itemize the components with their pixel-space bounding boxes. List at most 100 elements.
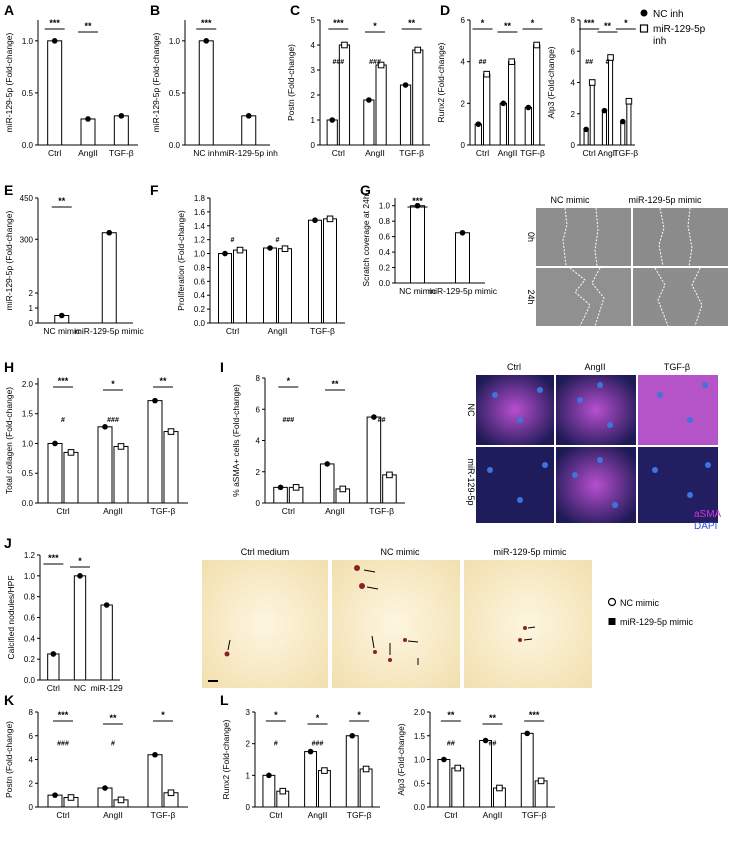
significance-label: ***: [529, 710, 540, 720]
bar: [80, 118, 96, 146]
significance-label: ##: [479, 59, 487, 66]
y-tick-label: 4: [571, 79, 576, 88]
data-point: [222, 250, 228, 257]
scratch-edge: [569, 267, 605, 327]
legend-mir-marker: [639, 24, 649, 33]
fluor-image: [476, 447, 554, 523]
x-tick-label: TGF-β: [520, 148, 545, 158]
y-tick-label: 1: [29, 304, 34, 313]
significance-label: ***: [58, 376, 69, 386]
y-tick-label: 2: [29, 289, 34, 298]
y-tick-label: 8: [571, 16, 576, 25]
chart-j: 0.0 0.2 0.4 0.6 0.8 1.0 1.2 Calcified nodules/H…: [6, 551, 123, 693]
chart-e: 0 1 2 300 450 miR-129-5p (Fold-change) NC mimi…: [4, 194, 144, 336]
x-tick-label: miR-129-5p mimic: [428, 286, 498, 296]
bar: [508, 61, 516, 146]
chart-b: 0.0 0.5 1.0 miR-129-5p (Fold-change) NC inh m…: [151, 18, 278, 158]
significance-label: ***: [201, 18, 212, 28]
x-tick-label: Ctrl: [48, 148, 61, 158]
data-point: [619, 118, 626, 125]
x-tick-label: Ctrl: [269, 810, 282, 820]
chart-a: 0.0 0.5 1.0 miR-129-5p (Fold-change) Ctrl Ang…: [4, 18, 138, 158]
significance-label: #: [606, 59, 610, 66]
x-tick-label: TGF-β: [151, 810, 176, 820]
significance-label: ##: [489, 740, 497, 747]
significance-label: #: [111, 740, 115, 747]
bar: [483, 73, 491, 146]
y-tick-label: 0.0: [22, 141, 34, 150]
data-point: [371, 414, 377, 420]
significance-label: ###: [369, 59, 381, 66]
x-tick-label: Ctrl: [332, 148, 345, 158]
x-tick-label: miR-129-5p mimic: [75, 326, 145, 336]
legend-j-mir-marker: [608, 618, 616, 625]
data-point: [245, 113, 252, 119]
x-tick-label: TGF-β: [369, 506, 394, 516]
significance-label: **: [447, 710, 455, 720]
x-tick-label: NC: [74, 683, 86, 693]
y-tick-label: 1.0: [169, 37, 181, 46]
panel-letter-a: A: [4, 2, 14, 18]
y-tick-label: 3: [246, 708, 251, 717]
data-point: [321, 767, 328, 774]
bar: [101, 232, 117, 324]
bar: [278, 248, 292, 324]
data-point: [524, 730, 531, 737]
bar: [147, 754, 163, 808]
y-tick-label: 6: [461, 16, 466, 25]
y-tick-label: 5: [311, 16, 316, 25]
significance-label: **: [109, 713, 117, 723]
y-axis-label: miR-129-5p (Fold-change): [151, 32, 161, 132]
significance-label: *: [481, 18, 485, 28]
data-point: [324, 461, 331, 467]
y-tick-label: 450: [20, 194, 34, 203]
bar: [241, 115, 257, 146]
y-tick-label: 6: [571, 47, 576, 56]
panel-letter-k: K: [4, 692, 14, 708]
nodule-arrows: [227, 569, 536, 665]
data-point: [414, 46, 422, 54]
significance-label: **: [58, 196, 66, 206]
significance-label: *: [624, 18, 628, 28]
y-tick-label: 0.0: [24, 676, 36, 685]
y-tick-label: 0.8: [379, 217, 391, 226]
data-point: [152, 397, 158, 404]
bar: [524, 107, 533, 146]
x-tick-label: Ctrl: [583, 148, 596, 158]
y-tick-label: 2.0: [414, 708, 426, 717]
legend-mir-label-2: inh: [653, 36, 666, 47]
y-axis-label: Proliferation (Fold-change): [176, 210, 186, 311]
significance-label: ###: [282, 417, 294, 424]
data-point: [152, 751, 158, 758]
data-point: [525, 104, 532, 111]
significance-label: ***: [412, 196, 423, 206]
significance-label: *: [161, 710, 165, 720]
data-point: [482, 737, 489, 744]
y-tick-label: 0: [571, 141, 576, 150]
fluor-row-mir: miR-129-5p: [466, 458, 476, 505]
y-axis-label: Total collagen (Fold-change): [4, 387, 14, 494]
scratch-edge: [654, 267, 703, 327]
chart-g: 0.0 0.2 0.4 0.6 0.8 1.0 Scratch coverage at 24…: [361, 194, 498, 296]
legend-j-nc-marker: [607, 597, 617, 607]
significance-label: #: [276, 237, 280, 244]
bar: [620, 121, 626, 146]
scale-bar: [208, 680, 218, 682]
y-tick-label: 0.2: [194, 305, 206, 314]
bar: [534, 780, 548, 808]
x-tick-label: Ctrl: [282, 506, 295, 516]
y-tick-label: 0.6: [24, 614, 36, 623]
y-tick-label: 4: [461, 58, 466, 67]
fluor-image: [638, 447, 718, 523]
x-tick-label: NC mimic: [399, 286, 437, 296]
panel-letter-i: I: [220, 359, 224, 375]
data-point: [326, 215, 334, 223]
data-point: [117, 796, 125, 804]
y-tick-label: 4: [256, 437, 261, 446]
scratch-row-0h: 0h: [526, 232, 536, 242]
data-point: [267, 245, 273, 251]
significance-label: **: [84, 21, 92, 31]
data-point: [102, 785, 108, 791]
